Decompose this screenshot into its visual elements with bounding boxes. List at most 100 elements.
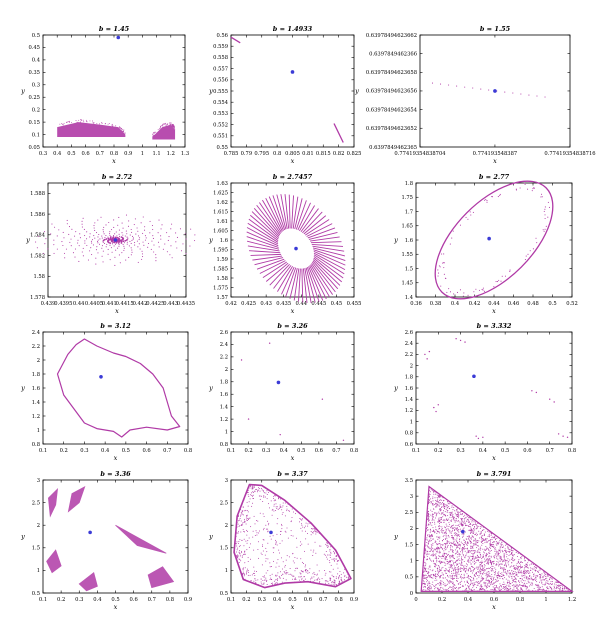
- scatter-point: [273, 495, 275, 497]
- y-tick-label: 1.6: [405, 238, 413, 244]
- attractor-ray: [297, 202, 311, 231]
- scatter-point: [462, 569, 464, 571]
- scatter-point: [425, 554, 427, 556]
- scatter-point: [447, 545, 449, 547]
- scatter-point: [36, 247, 38, 249]
- scatter-point: [499, 193, 501, 195]
- scatter-point: [171, 257, 173, 259]
- x-tick-label: 0.9: [124, 151, 132, 157]
- scatter-point: [239, 539, 241, 541]
- y-tick-label: 2: [37, 523, 40, 529]
- scatter-point: [466, 569, 468, 571]
- scatter-point: [459, 586, 461, 588]
- scatter-point: [114, 256, 116, 258]
- scatter-point: [94, 229, 96, 232]
- scatter-point: [448, 522, 450, 524]
- scatter-point: [238, 562, 240, 564]
- scatter-point: [436, 512, 438, 514]
- scatter-point: [422, 572, 424, 574]
- scatter-point: [316, 531, 318, 533]
- scatter-point: [246, 529, 248, 531]
- scatter-point: [444, 538, 446, 540]
- scatter-point: [455, 586, 457, 588]
- scatter-point: [427, 553, 429, 555]
- scatter-point: [548, 583, 550, 585]
- scatter-point: [430, 588, 432, 590]
- scatter-point: [513, 559, 515, 561]
- scatter-point: [430, 586, 432, 588]
- x-tick-label: 0.4: [53, 151, 62, 157]
- scatter-point: [430, 559, 432, 561]
- scatter-point: [139, 237, 141, 239]
- scatter-point: [534, 579, 536, 581]
- scatter-point: [463, 547, 465, 549]
- scatter-point: [480, 568, 482, 570]
- scatter-point: [542, 588, 544, 590]
- scatter-point: [252, 536, 254, 538]
- scatter-point: [563, 588, 565, 590]
- x-tick-label: 0.5: [67, 151, 75, 157]
- scatter-point: [508, 564, 510, 566]
- scatter-point: [315, 531, 317, 533]
- scatter-point: [267, 570, 269, 572]
- scatter-point: [520, 554, 522, 556]
- scatter-point: [286, 508, 288, 510]
- scatter-point: [443, 561, 445, 563]
- y-axis-label: y: [20, 533, 25, 541]
- scatter-point: [479, 554, 481, 556]
- scatter-point: [154, 131, 156, 133]
- scatter-point: [506, 544, 508, 546]
- scatter-point: [144, 239, 146, 241]
- scatter-point: [279, 542, 281, 544]
- scatter-point: [72, 252, 75, 254]
- scatter-point: [495, 540, 497, 542]
- attractor-blob: [67, 485, 86, 513]
- scatter-point: [275, 583, 277, 585]
- scatter-point: [129, 234, 131, 236]
- scatter-point: [518, 565, 520, 567]
- scatter-point: [254, 523, 256, 525]
- scatter-point: [279, 506, 281, 508]
- scatter-point: [449, 563, 451, 565]
- scatter-point: [238, 546, 240, 548]
- scatter-point: [281, 574, 283, 576]
- scatter-point: [131, 249, 133, 251]
- scatter-point: [471, 589, 473, 591]
- scatter-point: [422, 580, 424, 582]
- scatter-point: [489, 559, 491, 561]
- scatter-point: [453, 506, 455, 508]
- scatter-point: [151, 225, 154, 227]
- scatter-point: [515, 189, 518, 191]
- scatter-point: [444, 583, 446, 585]
- scatter-point: [267, 542, 269, 544]
- scatter-point: [427, 518, 429, 520]
- scatter-point: [456, 540, 458, 542]
- scatter-point: [333, 576, 335, 578]
- scatter-point: [499, 577, 501, 579]
- x-tick-label: 0.4: [273, 597, 282, 603]
- scatter-point: [51, 223, 53, 225]
- scatter-point: [299, 572, 301, 574]
- scatter-point: [435, 587, 437, 589]
- x-tick-label: 0.4395: [54, 301, 72, 307]
- scatter-point: [149, 220, 151, 222]
- y-tick-label: 0.552: [213, 122, 228, 128]
- y-tick-label: 1.2: [220, 417, 228, 423]
- scatter-point: [528, 575, 530, 577]
- scatter-point: [515, 590, 517, 592]
- scatter-point: [170, 228, 172, 230]
- x-tick-label: 0.3: [262, 448, 270, 454]
- scatter-point: [526, 564, 528, 566]
- x-tick-label: 0.3: [258, 597, 266, 603]
- scatter-point: [289, 504, 291, 506]
- scatter-point: [443, 262, 445, 264]
- attractor-ray: [313, 252, 346, 270]
- scatter-point: [547, 574, 549, 576]
- scatter-point: [331, 574, 333, 576]
- scatter-point: [507, 545, 509, 547]
- scatter-point: [433, 493, 435, 495]
- scatter-point: [513, 585, 515, 587]
- scatter-point: [428, 541, 430, 543]
- scatter-point: [511, 557, 513, 559]
- scatter-point: [103, 242, 106, 244]
